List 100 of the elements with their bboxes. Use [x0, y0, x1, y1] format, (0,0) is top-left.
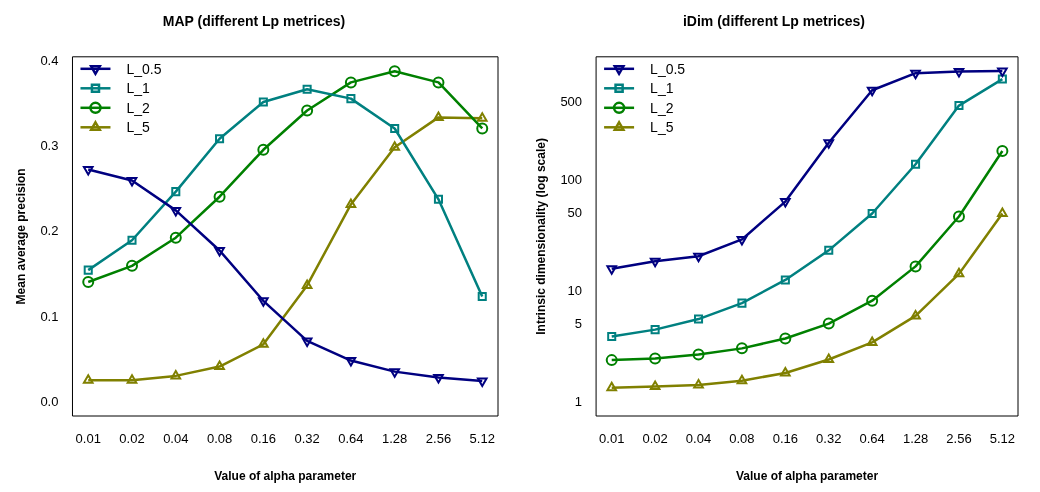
point — [301, 337, 313, 347]
point — [214, 360, 225, 371]
point — [301, 104, 314, 117]
point — [736, 374, 748, 385]
point — [126, 374, 138, 384]
point — [780, 366, 791, 377]
legend-label: L_0.5 — [126, 60, 162, 77]
point — [953, 267, 965, 278]
point — [823, 139, 835, 149]
point — [389, 141, 401, 151]
point — [170, 206, 182, 217]
x-tick-label: 2.56 — [425, 431, 452, 447]
point — [127, 235, 137, 245]
point — [996, 144, 1009, 157]
point — [650, 325, 660, 335]
point — [344, 76, 357, 89]
y-tick-label: 50 — [567, 205, 583, 221]
x-tick-label: 0.16 — [250, 431, 276, 447]
point — [649, 380, 661, 391]
point — [345, 198, 357, 208]
x-tick-label: 5.12 — [469, 431, 495, 447]
point — [911, 159, 921, 169]
x-tick-label: 5.12 — [989, 431, 1016, 447]
x-tick-label: 0.32 — [816, 431, 842, 447]
point — [780, 198, 791, 208]
x-tick-label: 0.04 — [163, 431, 189, 447]
point — [82, 165, 94, 176]
point — [476, 122, 489, 135]
point — [390, 123, 400, 134]
x-tick-label: 0.08 — [206, 431, 233, 447]
point — [126, 177, 138, 187]
point — [649, 257, 661, 268]
point — [692, 348, 705, 361]
point — [735, 342, 748, 355]
point — [822, 317, 835, 330]
point — [258, 297, 269, 307]
point — [171, 187, 181, 197]
point — [910, 309, 921, 320]
point — [953, 68, 965, 78]
x-tick-label: 2.56 — [946, 431, 972, 447]
point — [693, 378, 704, 389]
point — [866, 86, 878, 97]
point — [867, 208, 877, 219]
x-tick-label: 0.01 — [599, 431, 625, 447]
point — [997, 67, 1008, 77]
point — [389, 368, 401, 378]
y-tick-label: 0.2 — [40, 223, 59, 239]
point — [606, 381, 618, 392]
point — [258, 97, 268, 107]
legend-label: L_2 — [126, 99, 151, 116]
point — [605, 354, 618, 367]
y-tick-label: 5 — [574, 316, 583, 332]
point — [866, 294, 879, 307]
point — [779, 332, 792, 345]
point — [214, 246, 225, 257]
point — [909, 260, 922, 273]
chart-title: MAP (different Lp metrices) — [162, 13, 346, 30]
y-tick-label: 0.4 — [40, 52, 59, 68]
x-tick-label: 0.01 — [75, 431, 101, 447]
legend-label: L_1 — [126, 80, 151, 97]
point — [607, 331, 617, 342]
point — [693, 252, 704, 263]
chart-title: iDim (different Lp metrices) — [682, 13, 866, 30]
point — [477, 292, 487, 302]
x-tick-label: 0.16 — [772, 431, 798, 447]
point — [910, 69, 921, 80]
y-tick-label: 10 — [567, 282, 583, 298]
x-tick-label: 0.08 — [729, 431, 755, 447]
legend-label: L_5 — [650, 119, 674, 136]
point — [866, 336, 878, 346]
x-tick-label: 0.02 — [642, 431, 668, 447]
point — [997, 74, 1007, 84]
point — [433, 374, 444, 384]
point — [737, 298, 747, 308]
point — [82, 276, 95, 289]
point — [302, 84, 312, 94]
point — [824, 245, 834, 255]
x-tick-label: 1.28 — [902, 431, 929, 447]
point — [693, 314, 704, 324]
point — [952, 210, 965, 223]
x-axis-title: Value of alpha parameter — [736, 469, 879, 484]
point — [649, 352, 662, 365]
point — [126, 259, 139, 272]
point — [736, 235, 748, 246]
point — [170, 369, 182, 380]
x-tick-label: 0.64 — [859, 431, 885, 447]
legend-label: L_1 — [650, 80, 674, 97]
legend-label: L_0.5 — [650, 60, 686, 77]
point — [258, 338, 269, 348]
x-tick-label: 0.04 — [685, 431, 712, 447]
point — [169, 231, 182, 244]
point — [433, 194, 443, 204]
point — [215, 134, 225, 144]
point — [83, 265, 93, 275]
point — [213, 190, 226, 203]
legend-label: L_5 — [126, 119, 151, 136]
y-tick-label: 0.3 — [40, 137, 59, 153]
y-axis-title: Intrinsic dimensionality (log scale) — [533, 138, 548, 335]
y-tick-label: 100 — [560, 171, 583, 187]
x-tick-label: 0.64 — [338, 431, 364, 447]
